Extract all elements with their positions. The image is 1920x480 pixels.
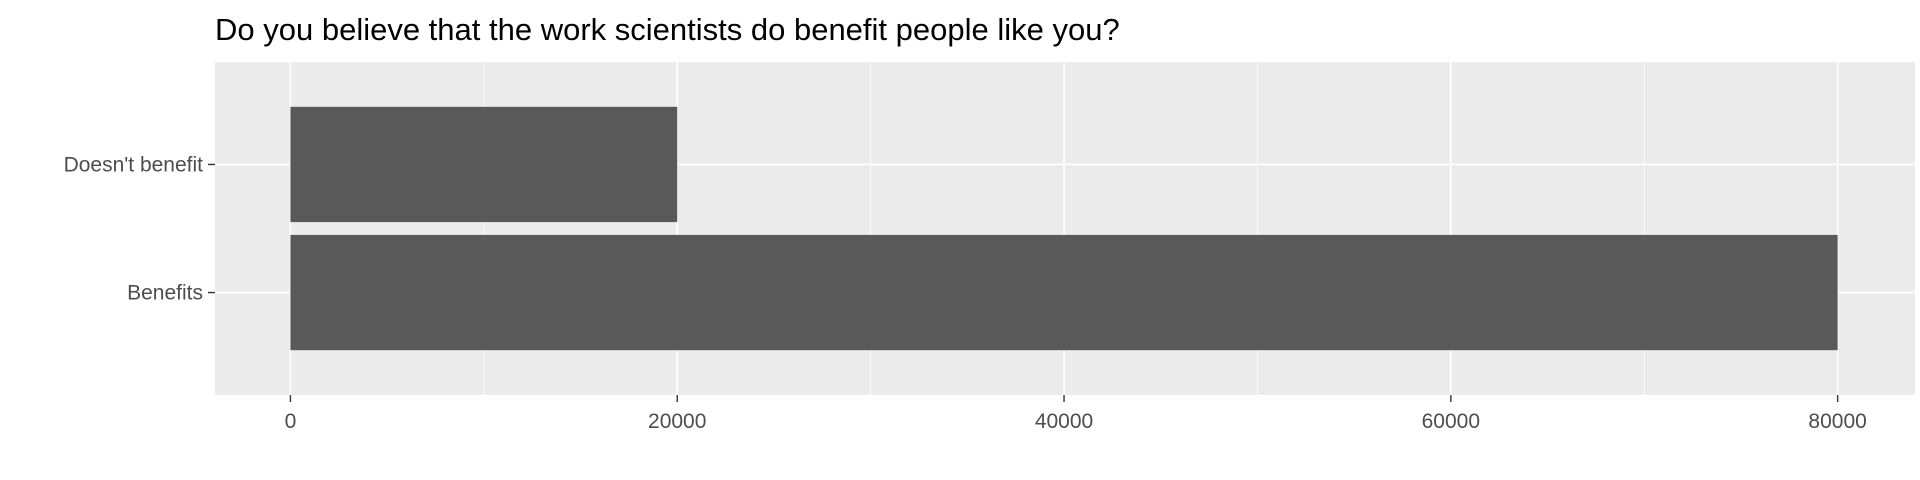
x-axis: 0 20000 40000 60000 80000 (285, 395, 1867, 433)
y-axis: Doesn't benefit Benefits (64, 153, 215, 305)
y-tick-label: Doesn't benefit (64, 153, 204, 176)
x-tick-label: 40000 (1035, 410, 1093, 433)
bars (290, 106, 1838, 351)
chart-title: Do you believe that the work scientists … (215, 12, 1120, 47)
x-tick-label: 80000 (1808, 410, 1866, 433)
bar (290, 106, 678, 223)
bar (290, 234, 1838, 351)
x-tick-label: 20000 (648, 410, 706, 433)
x-tick-label: 0 (285, 410, 297, 433)
x-tick-label: 60000 (1422, 410, 1480, 433)
y-tick-label: Benefits (127, 282, 203, 305)
